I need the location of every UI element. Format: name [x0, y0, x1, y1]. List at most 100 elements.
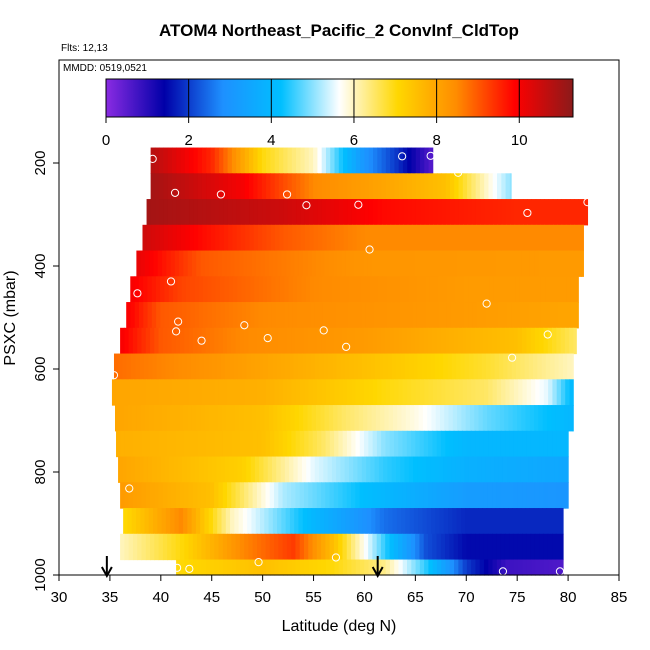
heatmap-cell: [562, 302, 568, 329]
heatmap-cell: [150, 199, 156, 226]
heatmap-cell: [561, 224, 567, 252]
heatmap-cell: [182, 456, 188, 483]
heatmap-cell: [412, 302, 418, 329]
heatmap-cell: [209, 405, 214, 432]
heatmap-cell: [234, 250, 240, 277]
heatmap-cell: [415, 147, 421, 174]
heatmap-cell: [419, 430, 425, 458]
heatmap-cell: [269, 327, 275, 355]
heatmap-cell: [236, 199, 242, 226]
heatmap-cell: [368, 173, 374, 200]
heatmap-cell: [222, 482, 228, 509]
heatmap-cell: [575, 302, 579, 329]
heatmap-cell: [244, 559, 250, 576]
heatmap-cell: [522, 327, 527, 355]
heatmap-cell: [511, 456, 517, 483]
heatmap-cell: [281, 508, 287, 535]
heatmap-cell: [553, 302, 559, 329]
heatmap-cell: [581, 250, 584, 277]
heatmap-cell: [151, 302, 157, 329]
heatmap-cell: [328, 508, 334, 535]
heatmap-cell: [371, 508, 377, 535]
heatmap-cell: [387, 456, 393, 483]
heatmap-cell: [179, 482, 185, 509]
heatmap-cell: [434, 353, 440, 380]
heatmap-cell: [299, 327, 305, 355]
heatmap-cell: [440, 482, 446, 509]
heatmap-cell: [231, 379, 237, 406]
heatmap-cell: [418, 508, 424, 535]
heatmap-cell: [436, 533, 442, 561]
heatmap-cell: [498, 276, 503, 303]
heatmap-cell: [445, 533, 450, 561]
heatmap-cell: [183, 250, 189, 277]
heatmap-cell: [432, 430, 438, 458]
heatmap-cell: [422, 508, 428, 535]
heatmap-cell: [411, 147, 417, 174]
heatmap-cell: [275, 276, 281, 303]
heatmap-cell: [462, 482, 468, 509]
observation-point: [302, 201, 311, 210]
heatmap-cell: [171, 379, 177, 406]
heatmap-cell: [300, 559, 305, 576]
heatmap-cell: [289, 353, 295, 380]
heatmap-cell: [148, 353, 154, 380]
heatmap-cell: [541, 353, 547, 380]
heatmap-cell: [250, 353, 256, 380]
heatmap-cell: [284, 456, 290, 483]
heatmap-cell: [152, 353, 158, 380]
heatmap-cell: [225, 353, 231, 380]
heatmap-cell: [209, 533, 215, 561]
heatmap-cell: [509, 327, 515, 355]
heatmap-cell: [262, 199, 267, 226]
heatmap-cell: [295, 559, 301, 576]
heatmap-cell: [400, 456, 406, 483]
heatmap-cell: [291, 430, 297, 458]
heatmap-cell: [302, 508, 308, 535]
heatmap-cell: [349, 508, 355, 535]
heatmap-cell: [175, 533, 181, 561]
heatmap-cell: [191, 405, 197, 432]
heatmap-cell: [537, 508, 543, 535]
heatmap-cell: [407, 559, 412, 576]
heatmap-cell: [269, 533, 275, 561]
heatmap-cell: [115, 405, 120, 432]
heatmap-cell: [172, 199, 178, 226]
heatmap-cell: [180, 173, 186, 200]
heatmap-cell: [451, 456, 457, 483]
heatmap-cell: [507, 353, 513, 380]
observation-point: [254, 558, 263, 567]
heatmap-cell: [283, 379, 288, 406]
heatmap-cell: [319, 456, 324, 483]
heatmap-cell: [483, 482, 489, 509]
colorbar-tick-label: 4: [267, 132, 275, 149]
heatmap-cell: [221, 405, 227, 432]
heatmap-cell: [268, 250, 274, 277]
heatmap-cell: [520, 456, 525, 483]
heatmap-cell: [197, 327, 202, 355]
heatmap-cell: [321, 173, 327, 200]
heatmap-cell: [201, 379, 207, 406]
heatmap-cell: [381, 379, 387, 406]
heatmap-cell: [171, 430, 177, 458]
heatmap-cell: [148, 508, 154, 535]
heatmap-cell: [329, 327, 335, 355]
heatmap-cell: [363, 405, 368, 432]
heatmap-cell: [478, 508, 483, 535]
heatmap-cell: [475, 199, 481, 226]
heatmap-cell: [539, 533, 545, 561]
heatmap-cell: [274, 379, 280, 406]
heatmap-cell: [160, 302, 166, 329]
heatmap-cell: [325, 430, 331, 458]
heatmap-cell: [311, 508, 317, 535]
heatmap-cell: [398, 173, 404, 200]
heatmap-cell: [451, 276, 456, 303]
heatmap-cell: [486, 353, 491, 380]
heatmap-cell: [448, 508, 454, 535]
heatmap-cell: [405, 250, 411, 277]
heatmap-cell: [322, 302, 328, 329]
heatmap-cell: [292, 302, 298, 329]
heatmap-cell: [178, 353, 184, 380]
heatmap-cell: [578, 224, 584, 252]
heatmap-cell: [513, 430, 519, 458]
